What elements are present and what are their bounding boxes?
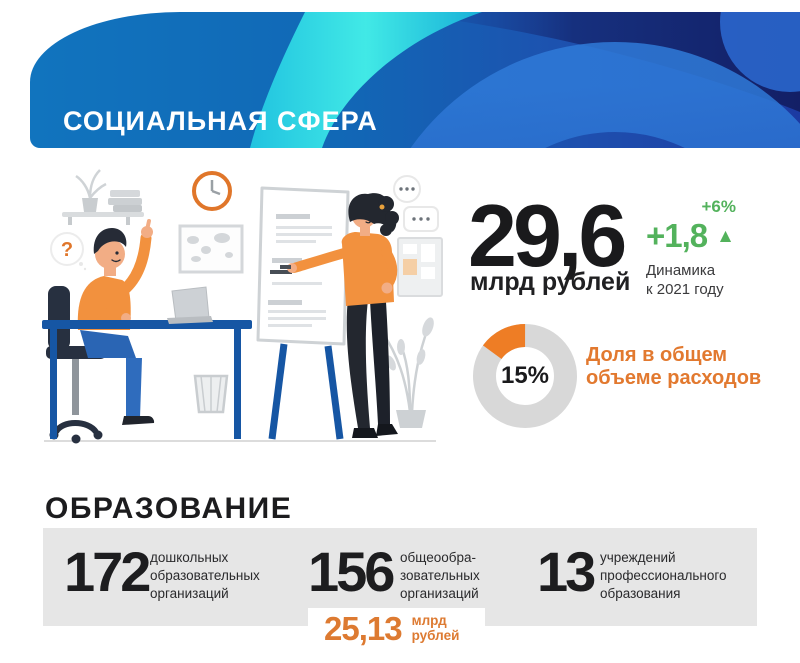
stat-value-professional: 13 [537,540,596,603]
education-budget-box: 25,13 млрд рублей [308,608,485,650]
page-title: СОЦИАЛЬНАЯ СФЕРА [63,106,378,137]
presenter-figure [280,193,399,438]
trash-bin [193,374,229,414]
total-amount-unit: млрд рублей [470,268,631,296]
stat-label-professional: учреждений профессионального образования [600,550,727,601]
stat-value-preschool: 172 [64,540,151,603]
education-budget-value: 25,13 [324,610,403,647]
dynamics-block: +6% +1,8 ▲ Динамика к 2021 году [646,197,756,300]
speech-bubbles [393,175,439,232]
question-mark: ? [61,239,73,261]
corkboard [397,237,443,297]
stat-label-preschool: дошкольных образовательных организаций [150,550,260,601]
world-map-picture [178,224,244,274]
header-banner: СОЦИАЛЬНАЯ СФЕРА [30,12,800,148]
stat-label-schools: общеообра- зовательных организаций [400,550,480,601]
flipchart [256,186,350,440]
dynamics-note: Динамика к 2021 году [646,262,724,298]
share-caption: Доля в общем объеме расходов [586,344,762,389]
section-title-education: ОБРАЗОВАНИЕ [45,491,293,525]
delta-percent: +6% [701,197,737,216]
share-donut-chart: 15% [473,324,577,428]
office-illustration: ? [42,169,443,444]
education-budget-unit: млрд рублей [411,613,460,643]
total-amount: 29,6 [468,186,627,285]
question-bubble: ? [50,232,87,271]
donut-rings [473,324,577,428]
wall-shelf [62,169,144,225]
potted-plant [374,317,434,428]
banner-art [30,12,800,148]
laptop [167,286,213,324]
person-raising-hand [77,219,155,425]
delta-value: +1,8 [646,217,708,254]
share-percent: 15% [500,362,550,389]
stat-value-schools: 156 [308,540,395,603]
up-triangle-icon: ▲ [716,226,735,247]
wall-clock-icon [192,171,232,211]
